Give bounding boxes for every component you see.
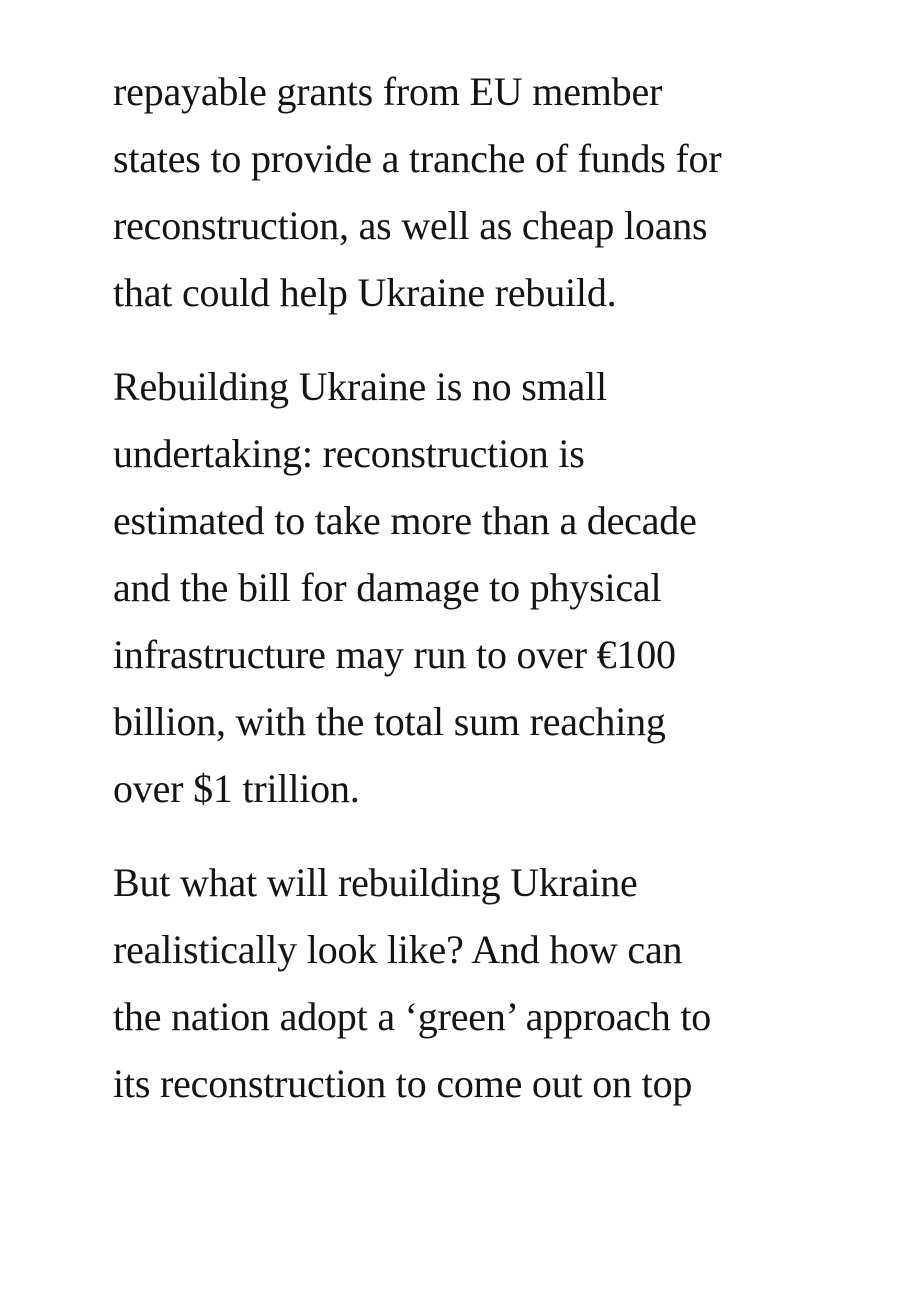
paragraph: repayable grants from EU member states t… (113, 69, 722, 315)
paragraph: Rebuilding Ukraine is no small undertaki… (113, 364, 697, 811)
paragraph: But what will rebuilding Ukraine realist… (113, 860, 712, 1106)
article-body: repayable grants from EU member states t… (113, 69, 722, 1106)
